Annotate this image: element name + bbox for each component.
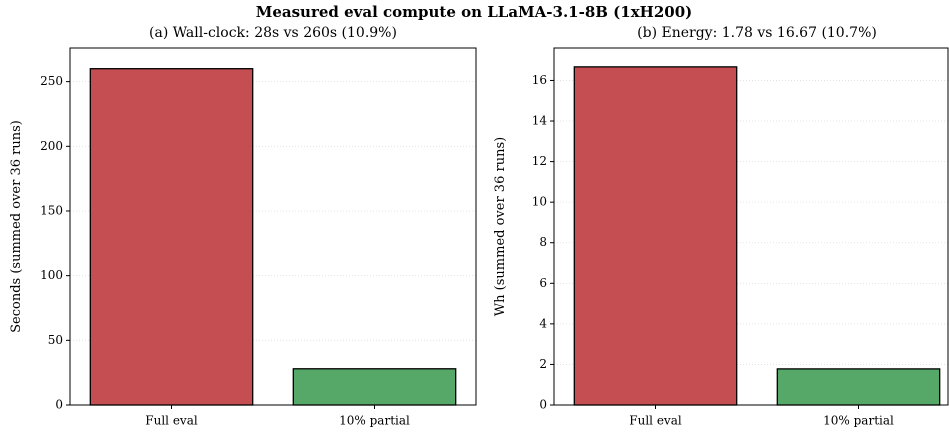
- bar: [573, 66, 738, 406]
- y-axis-label: Seconds (summed over 36 runs): [9, 120, 24, 333]
- subplot-title: (a) Wall-clock: 28s vs 260s (10.9%): [149, 25, 397, 41]
- subplot-title: (b) Energy: 1.78 vs 16.67 (10.7%): [637, 25, 877, 41]
- y-tick-label: 100: [40, 268, 63, 282]
- y-tick-label: 16: [532, 73, 547, 87]
- figure-title: Measured eval compute on LLaMA-3.1-8B (1…: [256, 3, 693, 21]
- y-tick-label: 0: [55, 398, 63, 412]
- y-tick-label: 250: [40, 74, 63, 88]
- x-tick-label: Full eval: [629, 414, 682, 428]
- x-tick-label: 10% partial: [823, 414, 894, 428]
- x-tick-label: Full eval: [145, 414, 198, 428]
- bar: [89, 68, 254, 406]
- y-tick-label: 50: [48, 333, 63, 347]
- bar: [776, 368, 941, 406]
- y-tick-label: 2: [539, 357, 547, 371]
- y-tick-label: 6: [539, 276, 547, 290]
- y-tick-label: 200: [40, 139, 63, 153]
- y-tick-label: 150: [40, 203, 63, 217]
- y-tick-label: 14: [532, 114, 548, 128]
- y-tick-label: 8: [539, 235, 547, 249]
- y-tick-label: 4: [539, 316, 547, 330]
- y-axis-label: Wh (summed over 36 runs): [493, 137, 508, 316]
- axes-frame: [553, 47, 949, 406]
- axes-frame: [69, 47, 477, 406]
- y-tick-label: 10: [532, 195, 547, 209]
- y-tick-label: 12: [532, 154, 547, 168]
- x-tick-label: 10% partial: [339, 414, 410, 428]
- y-tick-label: 0: [539, 398, 547, 412]
- bar: [292, 368, 457, 406]
